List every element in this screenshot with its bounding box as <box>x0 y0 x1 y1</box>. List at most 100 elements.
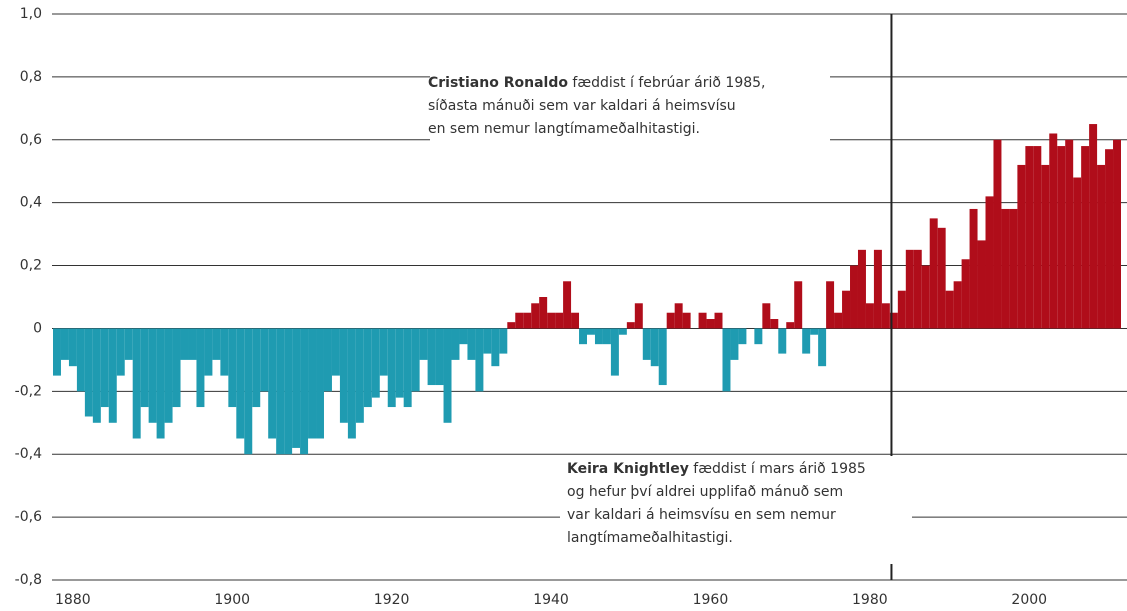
bar <box>133 328 141 438</box>
bar <box>196 328 204 407</box>
x-tick-label: 1940 <box>533 592 569 608</box>
bar <box>993 140 1001 329</box>
bar <box>603 328 611 344</box>
bar <box>802 328 810 353</box>
bar <box>762 303 770 328</box>
bar <box>372 328 380 397</box>
bar <box>165 328 173 422</box>
bar <box>818 328 826 366</box>
annotation-text: Cristiano Ronaldo fæddist í febrúar árið… <box>428 75 766 91</box>
bar <box>707 319 715 328</box>
bar <box>563 281 571 328</box>
bar <box>611 328 619 375</box>
y-tick-label: -0,6 <box>15 509 42 525</box>
bar <box>938 228 946 329</box>
bar <box>1065 140 1073 329</box>
bar <box>276 328 284 454</box>
bar <box>220 328 228 375</box>
bar <box>587 328 595 334</box>
bar <box>555 313 563 329</box>
bar <box>954 281 962 328</box>
bar <box>970 209 978 328</box>
bar <box>268 328 276 438</box>
chart: -0,8-0,6-0,4-0,200,20,40,60,81,018801900… <box>0 0 1127 611</box>
bar <box>188 328 196 359</box>
bar <box>1009 209 1017 328</box>
bar <box>906 250 914 329</box>
bar <box>77 328 85 391</box>
annotation-name: Keira Knightley <box>567 461 689 477</box>
bar <box>61 328 69 359</box>
bar <box>635 303 643 328</box>
overlay: Cristiano Ronaldo fæddist í febrúar árið… <box>428 14 912 580</box>
bar <box>404 328 412 407</box>
bar <box>436 328 444 385</box>
annotation-line: fæddist í febrúar árið 1985, <box>568 75 766 91</box>
annotation-text: og hefur því aldrei upplifað mánuð sem <box>567 484 843 500</box>
bar <box>316 328 324 438</box>
bar <box>595 328 603 344</box>
bar <box>1001 209 1009 328</box>
bar <box>659 328 667 385</box>
bar <box>204 328 212 375</box>
bar <box>874 250 882 329</box>
bar <box>420 328 428 359</box>
bar <box>244 328 252 454</box>
x-tick-label: 1880 <box>55 592 91 608</box>
bar <box>53 328 61 375</box>
bar <box>452 328 460 359</box>
bar <box>986 196 994 328</box>
bar <box>324 328 332 391</box>
bar <box>308 328 316 438</box>
bar <box>722 328 730 391</box>
bar <box>643 328 651 359</box>
bar <box>444 328 452 422</box>
bar <box>141 328 149 407</box>
bar <box>858 250 866 329</box>
bar <box>1105 149 1113 328</box>
bar <box>388 328 396 407</box>
bar <box>1057 146 1065 328</box>
bar <box>1049 133 1057 328</box>
bar <box>914 250 922 329</box>
annotation-line: og hefur því aldrei upplifað mánuð sem <box>567 484 843 500</box>
bar <box>491 328 499 366</box>
bar <box>523 313 531 329</box>
y-tick-label: 0,6 <box>20 132 42 148</box>
bar <box>962 259 970 328</box>
bar <box>173 328 181 407</box>
x-tick-label: 1960 <box>693 592 729 608</box>
bar <box>109 328 117 422</box>
bar <box>930 218 938 328</box>
bar <box>412 328 420 391</box>
bar <box>978 240 986 328</box>
bar <box>475 328 483 391</box>
annotation-text: síðasta mánuði sem var kaldari á heimsví… <box>428 98 736 114</box>
annotation-text: en sem nemur langtímameðalhitastigi. <box>428 121 700 137</box>
bar <box>300 328 308 454</box>
bar <box>946 291 954 329</box>
bar <box>483 328 491 353</box>
bar <box>101 328 109 407</box>
bar <box>459 328 467 344</box>
bar <box>396 328 404 397</box>
bar <box>181 328 189 359</box>
y-tick-label: 1,0 <box>20 6 42 22</box>
bar <box>754 328 762 344</box>
bar <box>619 328 627 334</box>
bars <box>53 124 1121 454</box>
bar <box>356 328 364 422</box>
annotation-line: síðasta mánuði sem var kaldari á heimsví… <box>428 98 736 114</box>
x-tick-label: 2000 <box>1011 592 1047 608</box>
bar <box>125 328 133 359</box>
bar <box>627 322 635 328</box>
bar <box>228 328 236 407</box>
bar <box>1113 140 1121 329</box>
bar <box>1097 165 1105 329</box>
bar <box>117 328 125 375</box>
bar <box>547 313 555 329</box>
bar <box>882 303 890 328</box>
bar <box>69 328 77 366</box>
y-tick-label: 0 <box>33 320 42 336</box>
y-tick-label: 0,2 <box>20 258 42 274</box>
